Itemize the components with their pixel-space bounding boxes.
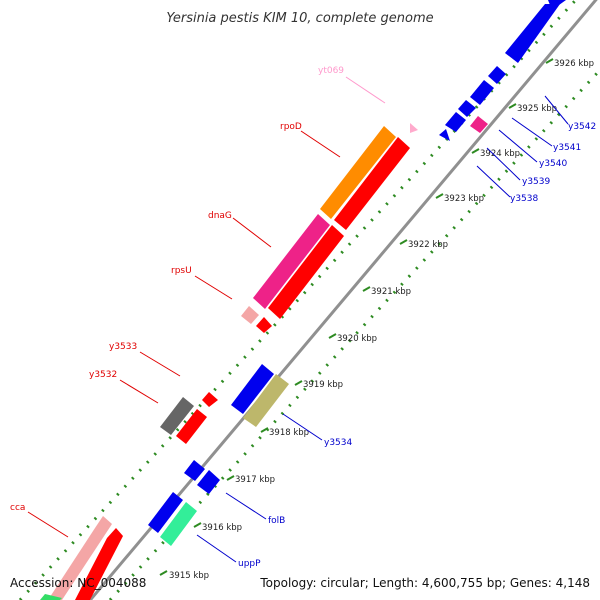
tick-mark xyxy=(294,380,303,386)
gene-cca-red[interactable] xyxy=(75,528,123,600)
gene-y3541[interactable] xyxy=(458,100,476,117)
gene-uppP[interactable] xyxy=(160,502,197,546)
gene-dnaG[interactable] xyxy=(253,214,330,309)
leader-lines xyxy=(27,76,569,563)
gene-y3534-blue[interactable] xyxy=(231,364,274,414)
gene-rpsU[interactable] xyxy=(241,306,259,324)
tick-mark xyxy=(193,522,202,528)
tick-mark xyxy=(328,333,337,339)
tick-mark xyxy=(471,148,480,154)
tick-mark xyxy=(159,570,168,576)
forward-strand-genes xyxy=(40,123,418,600)
tick-mark xyxy=(260,427,269,433)
label-rpsU[interactable]: rpsU xyxy=(171,266,192,276)
map-title: Yersinia pestis KIM 10, complete genome xyxy=(166,11,433,26)
gene-rpoD[interactable] xyxy=(320,126,396,219)
gene-green[interactable] xyxy=(40,594,62,600)
gene-uppP-blue[interactable] xyxy=(148,492,183,533)
kbp-label-3926: 3926 kbp xyxy=(554,59,594,69)
label-y3534[interactable]: y3534 xyxy=(324,438,353,448)
kbp-label-3925: 3925 kbp xyxy=(517,104,557,114)
kbp-label-3918: 3918 kbp xyxy=(269,428,309,438)
label-folB[interactable]: folB xyxy=(268,516,285,526)
kbp-label-3923: 3923 kbp xyxy=(444,194,484,204)
label-y3538[interactable]: y3538 xyxy=(510,194,539,204)
tick-mark xyxy=(435,193,444,199)
gene-cca[interactable] xyxy=(48,516,112,600)
tick-mark xyxy=(226,475,235,481)
gene-y3542b[interactable] xyxy=(488,66,506,84)
gene-y3532-red[interactable] xyxy=(176,409,207,444)
gene-rpsU-red[interactable] xyxy=(256,317,272,333)
gene-y3533[interactable] xyxy=(202,392,218,407)
tick-marks xyxy=(159,58,554,576)
gene-folB-2[interactable] xyxy=(197,470,220,494)
gene-y3538[interactable] xyxy=(439,129,450,141)
kbp-label-3922: 3922 kbp xyxy=(408,240,448,250)
gene-blue-top[interactable] xyxy=(548,0,566,10)
gene-y3532[interactable] xyxy=(160,397,194,435)
kbp-label-3917: 3917 kbp xyxy=(235,475,275,485)
kbp-label-3916: 3916 kbp xyxy=(202,523,242,533)
gene-y3539[interactable] xyxy=(445,112,466,132)
tick-mark xyxy=(545,58,554,64)
gene-y3534[interactable] xyxy=(243,374,289,427)
label-cca[interactable]: cca xyxy=(10,503,25,513)
label-y3542[interactable]: y3542 xyxy=(568,122,596,132)
kbp-label-3924: 3924 kbp xyxy=(480,149,520,159)
gene-rpoD-red[interactable] xyxy=(334,137,410,230)
label-y3540[interactable]: y3540 xyxy=(539,159,568,169)
tick-mark xyxy=(508,103,517,109)
label-dnaG[interactable]: dnaG xyxy=(208,211,232,221)
label-rpoD[interactable]: rpoD xyxy=(280,122,302,132)
label-uppP[interactable]: uppP xyxy=(238,559,261,569)
label-y3533[interactable]: y3533 xyxy=(109,342,137,352)
gene-yt069[interactable] xyxy=(410,123,418,133)
label-y3541[interactable]: y3541 xyxy=(553,143,581,153)
gene-y3542[interactable] xyxy=(470,80,494,105)
gene-folB-1[interactable] xyxy=(184,460,205,481)
tick-mark xyxy=(399,239,408,245)
accession-text: Accession: NC_004088 xyxy=(10,576,146,590)
gene-y3540[interactable] xyxy=(470,116,488,133)
guide-track-outer xyxy=(18,0,578,600)
genome-summary-text: Topology: circular; Length: 4,600,755 bp… xyxy=(259,576,590,590)
kbp-labels: 3915 kbp 3916 kbp 3917 kbp 3918 kbp 3919… xyxy=(169,59,594,581)
gene-dnaG-red[interactable] xyxy=(268,225,344,319)
kbp-label-3921: 3921 kbp xyxy=(371,287,411,297)
label-yt069[interactable]: yt069 xyxy=(318,66,344,76)
label-y3532[interactable]: y3532 xyxy=(89,370,117,380)
reverse-strand-genes xyxy=(148,0,566,546)
gene-blue-big[interactable] xyxy=(505,4,560,63)
kbp-label-3915: 3915 kbp xyxy=(169,571,209,581)
kbp-label-3919: 3919 kbp xyxy=(303,380,343,390)
label-y3539[interactable]: y3539 xyxy=(522,177,551,187)
gene-labels: cca y3532 y3533 rpsU dnaG rpoD yt069 y35… xyxy=(10,66,596,569)
genome-backbone-line xyxy=(88,0,598,600)
kbp-label-3920: 3920 kbp xyxy=(337,334,377,344)
tick-mark xyxy=(362,286,371,292)
